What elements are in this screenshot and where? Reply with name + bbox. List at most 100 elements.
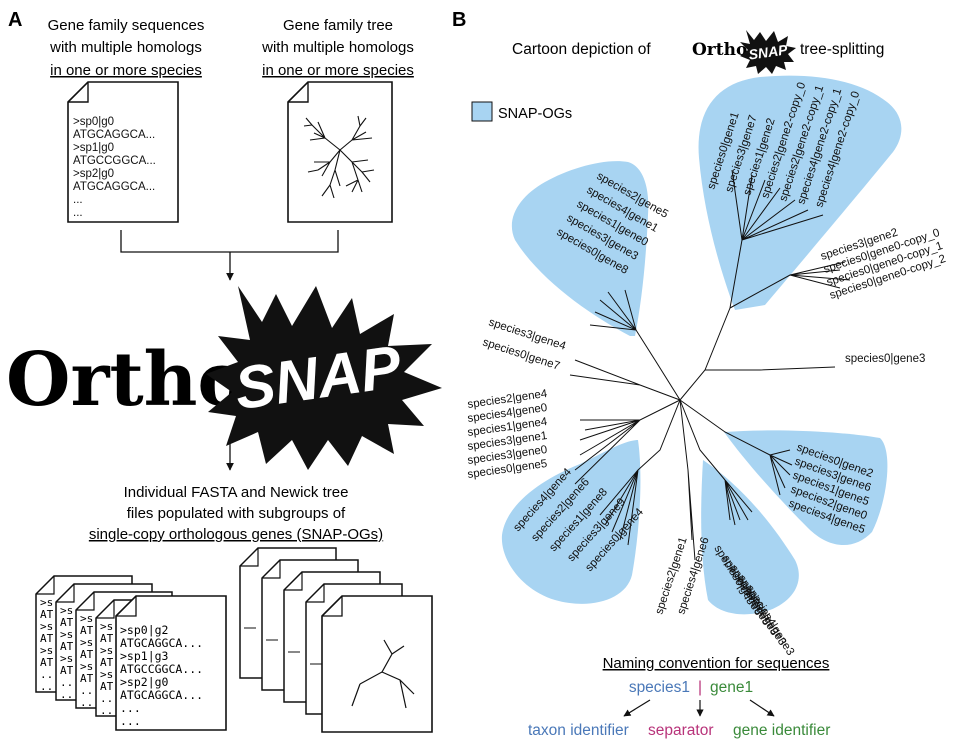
panel-b: B Cartoon depiction of Ortho SNAP tree-s…	[452, 9, 947, 739]
stack-stub-line: AT	[60, 640, 74, 653]
gene-identifier-label: gene identifier	[733, 722, 830, 739]
stack-stub-line: ..	[80, 684, 93, 697]
stack-stub-line: AT	[80, 648, 94, 661]
caption-line: files populated with subgroups of	[127, 505, 346, 522]
caption-line: Gene family tree	[283, 17, 393, 34]
stack-stub-line: ..	[60, 688, 73, 701]
stack-stub-line: AT	[60, 616, 74, 629]
stack-stub-line: >s	[80, 660, 93, 673]
tree-output-document	[321, 595, 433, 733]
fasta-output-line: ...	[120, 701, 141, 715]
stack-stub-line: >s	[40, 644, 53, 657]
legend-swatch	[471, 101, 493, 122]
output-tree-icon	[351, 639, 415, 709]
stack-stub-line: ..	[100, 692, 113, 705]
fasta-output-line: >sp0|g2	[120, 623, 168, 637]
fasta-output-document: >sp0|g2ATGCAGGCA...>sp1|g3ATGCCGGCA...>s…	[115, 595, 227, 731]
stack-stub-line: >s	[100, 620, 113, 633]
stack-stub-line: >s	[40, 620, 53, 633]
caption-line: with multiple homologs	[261, 39, 414, 56]
caption-line: with multiple homologs	[49, 39, 202, 56]
stack-stub-line: AT	[80, 672, 94, 685]
stack-stub-line: ..	[40, 680, 53, 693]
naming-heading: Naming convention for sequences	[603, 655, 830, 672]
panel-b-letter: B	[452, 9, 466, 31]
title-starburst	[740, 30, 796, 74]
naming-taxon-example: species1	[629, 679, 690, 696]
arrow-taxon	[623, 699, 651, 717]
fasta-line: ATGCAGGCA...	[73, 129, 155, 141]
fasta-line: >sp1|g0	[73, 142, 114, 154]
highlight-bottom-right	[701, 460, 799, 615]
caption-line-underlined: single-copy orthologous genes (SNAP-OGs)	[89, 526, 383, 543]
fasta-output-line: ATGCCGGCA...	[120, 662, 203, 676]
merge-connector	[120, 230, 339, 280]
stack-stub-line: >s	[40, 596, 53, 609]
stack-stub-line: >s	[60, 628, 73, 641]
stack-stub-line: >s	[80, 636, 93, 649]
stack-stub-line: ..	[100, 704, 113, 717]
title-suffix: tree-splitting	[800, 41, 884, 58]
fasta-output-stack: >sAT>sAT>sAT....>sAT>sAT>sAT....>sAT>sAT…	[35, 575, 227, 731]
fasta-output-line: >sp2|g0	[120, 675, 169, 689]
logo-starburst	[206, 286, 442, 470]
stack-stub-line: >s	[100, 668, 113, 681]
stack-stub-line: AT	[40, 632, 54, 645]
stack-stub-line: >s	[100, 644, 113, 657]
stack-stub-line: AT	[100, 656, 114, 669]
stack-stub-line: AT	[60, 664, 74, 677]
caption-line-underlined: in one or more species	[50, 62, 202, 79]
stack-stub-line: >s	[80, 612, 93, 625]
fasta-output-line: ATGCAGGCA...	[120, 688, 203, 702]
arrow-gene	[749, 699, 775, 717]
fasta-line: ATGCCGGCA...	[73, 155, 156, 167]
fasta-input-document: >sp0|g0 ATGCAGGCA... >sp1|g0 ATGCCGGCA..…	[67, 81, 179, 223]
highlight-bottom-left	[501, 440, 641, 604]
naming-convention: Naming convention for sequences species1…	[528, 655, 830, 739]
orthosnap-logo: Ortho SNAP	[6, 286, 442, 470]
fasta-output-line: >sp1|g3	[120, 649, 169, 663]
fasta-line: ATGCAGGCA...	[73, 181, 155, 193]
title-prefix: Cartoon depiction of	[512, 41, 651, 58]
naming-gene-example: gene1	[710, 679, 753, 696]
fasta-output-line: ATGCAGGCA...	[120, 636, 203, 650]
caption-line: Individual FASTA and Newick tree	[124, 484, 349, 501]
caption-line: Gene family sequences	[48, 17, 205, 34]
stack-stub-line: AT	[40, 608, 54, 621]
fasta-line: ...	[73, 194, 83, 206]
panel-b-title: Cartoon depiction of Ortho SNAP tree-spl…	[512, 30, 884, 74]
phylogenetic-tree	[569, 169, 851, 561]
highlight-right-lower	[724, 430, 888, 546]
fasta-line: >sp0|g0	[73, 116, 114, 128]
fasta-line: ...	[73, 207, 83, 219]
fasta-line: >sp2|g0	[73, 168, 114, 180]
tree-input-document	[287, 81, 393, 223]
stack-stub-line: ..	[80, 696, 93, 709]
highlight-left-upper	[511, 161, 649, 336]
highlight-top	[698, 75, 902, 310]
taxon-identifier-label: taxon identifier	[528, 722, 629, 739]
logo-ortho-text: Ortho	[6, 337, 247, 423]
tree-icon	[303, 115, 375, 199]
input-sequences-caption: Gene family sequences with multiple homo…	[48, 17, 205, 79]
naming-separator-example: |	[698, 679, 702, 696]
panel-a-letter: A	[8, 9, 22, 31]
separator-label: separator	[648, 722, 713, 739]
tree-output-stack	[239, 547, 433, 733]
stack-stub-line: >s	[60, 604, 73, 617]
fasta-output-line: ...	[120, 714, 141, 728]
leaf-label: species0|gene3	[845, 353, 925, 365]
input-tree-caption: Gene family tree with multiple homologs …	[261, 17, 414, 79]
title-ortho: Ortho	[692, 40, 747, 60]
stack-stub-line: ..	[40, 668, 53, 681]
stack-stub-line: AT	[40, 656, 54, 669]
output-caption: Individual FASTA and Newick tree files p…	[89, 484, 383, 543]
stack-stub-line: ..	[60, 676, 73, 689]
stack-stub-line: AT	[100, 632, 114, 645]
legend: SNAP-OGs	[471, 101, 572, 122]
panel-a: A Gene family sequences with multiple ho…	[6, 9, 442, 733]
legend-label: SNAP-OGs	[498, 106, 572, 122]
snap-og-highlights	[501, 75, 902, 615]
stack-stub-line: AT	[80, 624, 94, 637]
